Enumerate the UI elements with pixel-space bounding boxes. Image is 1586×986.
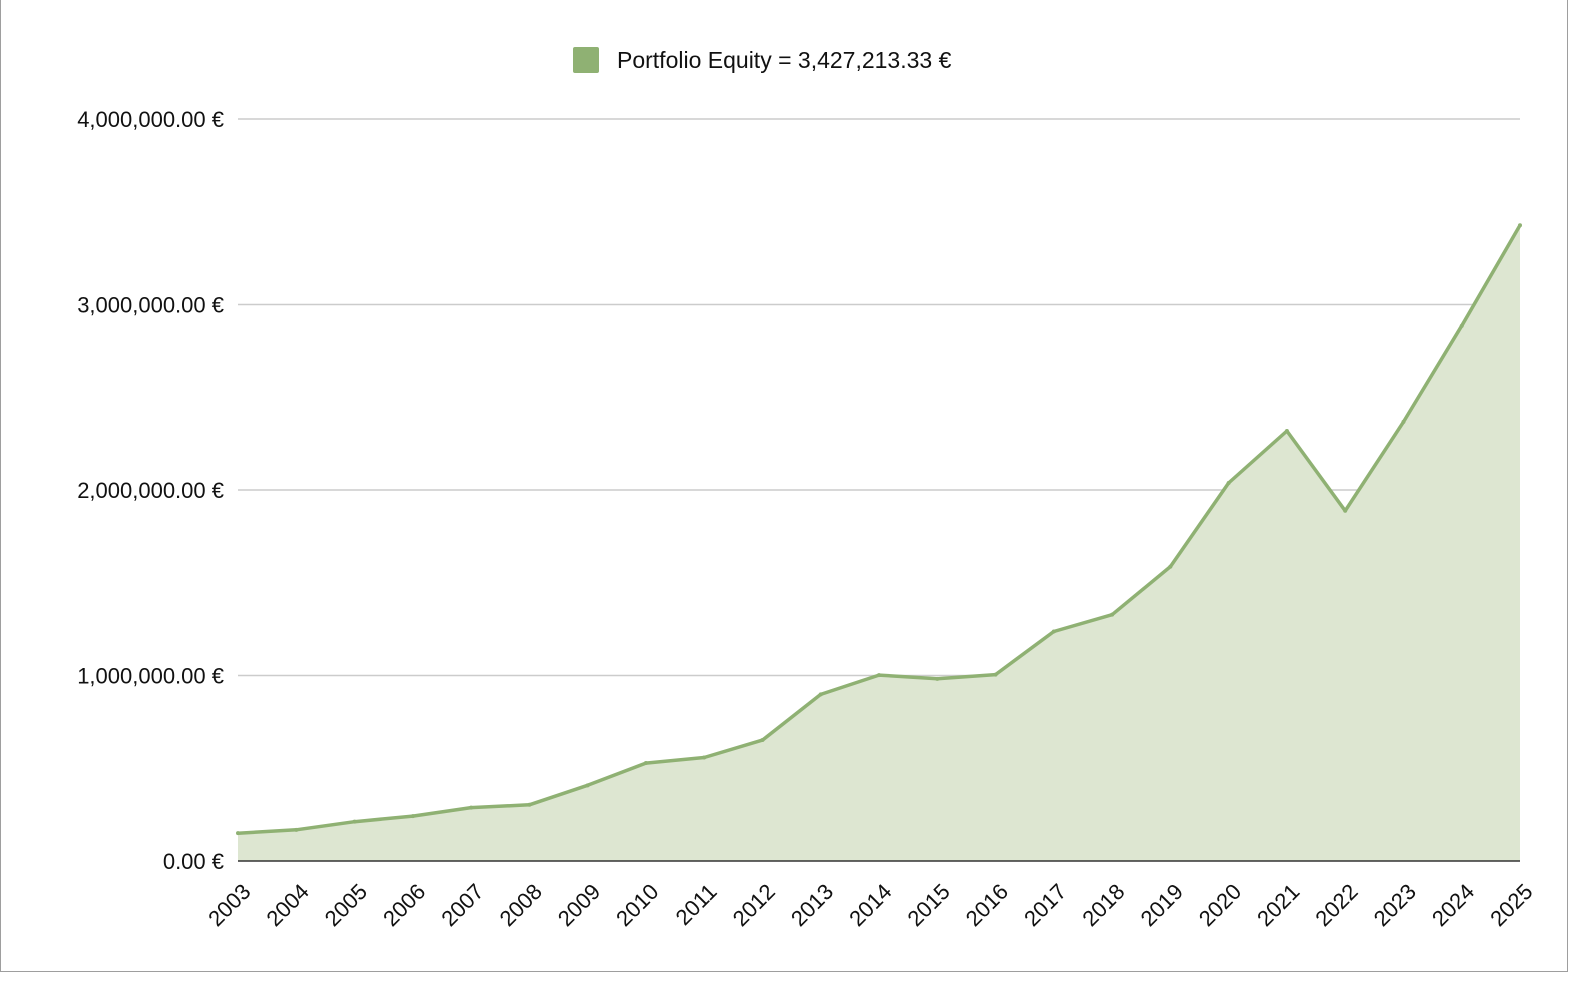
data-point-2020[interactable] [1226,480,1231,485]
x-tick-label: 2024 [1427,879,1479,931]
x-tick-label: 2012 [728,879,780,931]
x-tick-label: 2013 [786,879,838,931]
x-tick-label: 2014 [844,879,896,931]
y-axis-tick-labels: 0.00 € 1,000,000.00 € 2,000,000.00 € 3,000,… [77,107,224,874]
x-tick-label: 2018 [1077,879,1129,931]
data-point-2010[interactable] [643,761,648,766]
data-point-2021[interactable] [1284,429,1289,434]
legend-swatch [573,47,599,73]
y-tick-label: 1,000,000.00 € [77,664,224,689]
data-point-2013[interactable] [818,692,823,697]
legend[interactable]: Portfolio Equity = 3,427,213.33 € [573,47,952,73]
equity-area-fill [238,225,1520,862]
data-point-2023[interactable] [1401,419,1406,424]
y-tick-label: 0.00 € [163,849,224,874]
y-tick-label: 4,000,000.00 € [77,107,224,132]
x-tick-label: 2025 [1485,879,1537,931]
x-tick-label: 2020 [1194,879,1246,931]
data-point-2019[interactable] [1168,564,1173,569]
data-point-2005[interactable] [352,819,357,824]
y-tick-label: 2,000,000.00 € [77,478,224,503]
x-tick-label: 2005 [320,879,372,931]
data-point-2012[interactable] [760,738,765,743]
y-tick-label: 3,000,000.00 € [77,293,224,318]
data-point-2022[interactable] [1343,508,1348,513]
x-tick-label: 2003 [203,879,255,931]
x-tick-label: 2004 [262,879,314,931]
data-point-2015[interactable] [935,676,940,681]
x-tick-label: 2006 [378,879,430,931]
x-tick-label: 2007 [436,879,488,931]
x-tick-label: 2021 [1252,879,1304,931]
data-point-2025[interactable] [1518,223,1522,228]
x-tick-label: 2019 [1136,879,1188,931]
x-tick-label: 2023 [1369,879,1421,931]
x-tick-label: 2015 [903,879,955,931]
x-tick-label: 2016 [961,879,1013,931]
legend-label: Portfolio Equity = 3,427,213.33 € [617,47,952,73]
data-point-2007[interactable] [469,805,474,810]
data-point-2004[interactable] [294,827,299,832]
x-tick-label: 2009 [553,879,605,931]
x-tick-label: 2022 [1310,879,1362,931]
data-point-2008[interactable] [527,802,532,807]
x-tick-label: 2017 [1019,879,1071,931]
data-point-2009[interactable] [585,783,590,788]
data-point-2003[interactable] [236,831,240,836]
data-point-2006[interactable] [410,814,415,819]
data-points [236,223,1522,836]
data-point-2017[interactable] [1051,629,1056,634]
data-point-2024[interactable] [1459,323,1464,328]
data-point-2011[interactable] [702,755,707,760]
x-axis-tick-labels: 2003 2004 2005 2006 2007 2008 2009 2010 2011 2012… [203,879,1537,931]
data-point-2018[interactable] [1110,612,1115,617]
x-tick-label: 2010 [611,879,663,931]
data-point-2016[interactable] [993,672,998,677]
x-tick-label: 2011 [671,879,722,930]
x-tick-label: 2008 [495,879,547,931]
data-point-2014[interactable] [877,673,881,678]
